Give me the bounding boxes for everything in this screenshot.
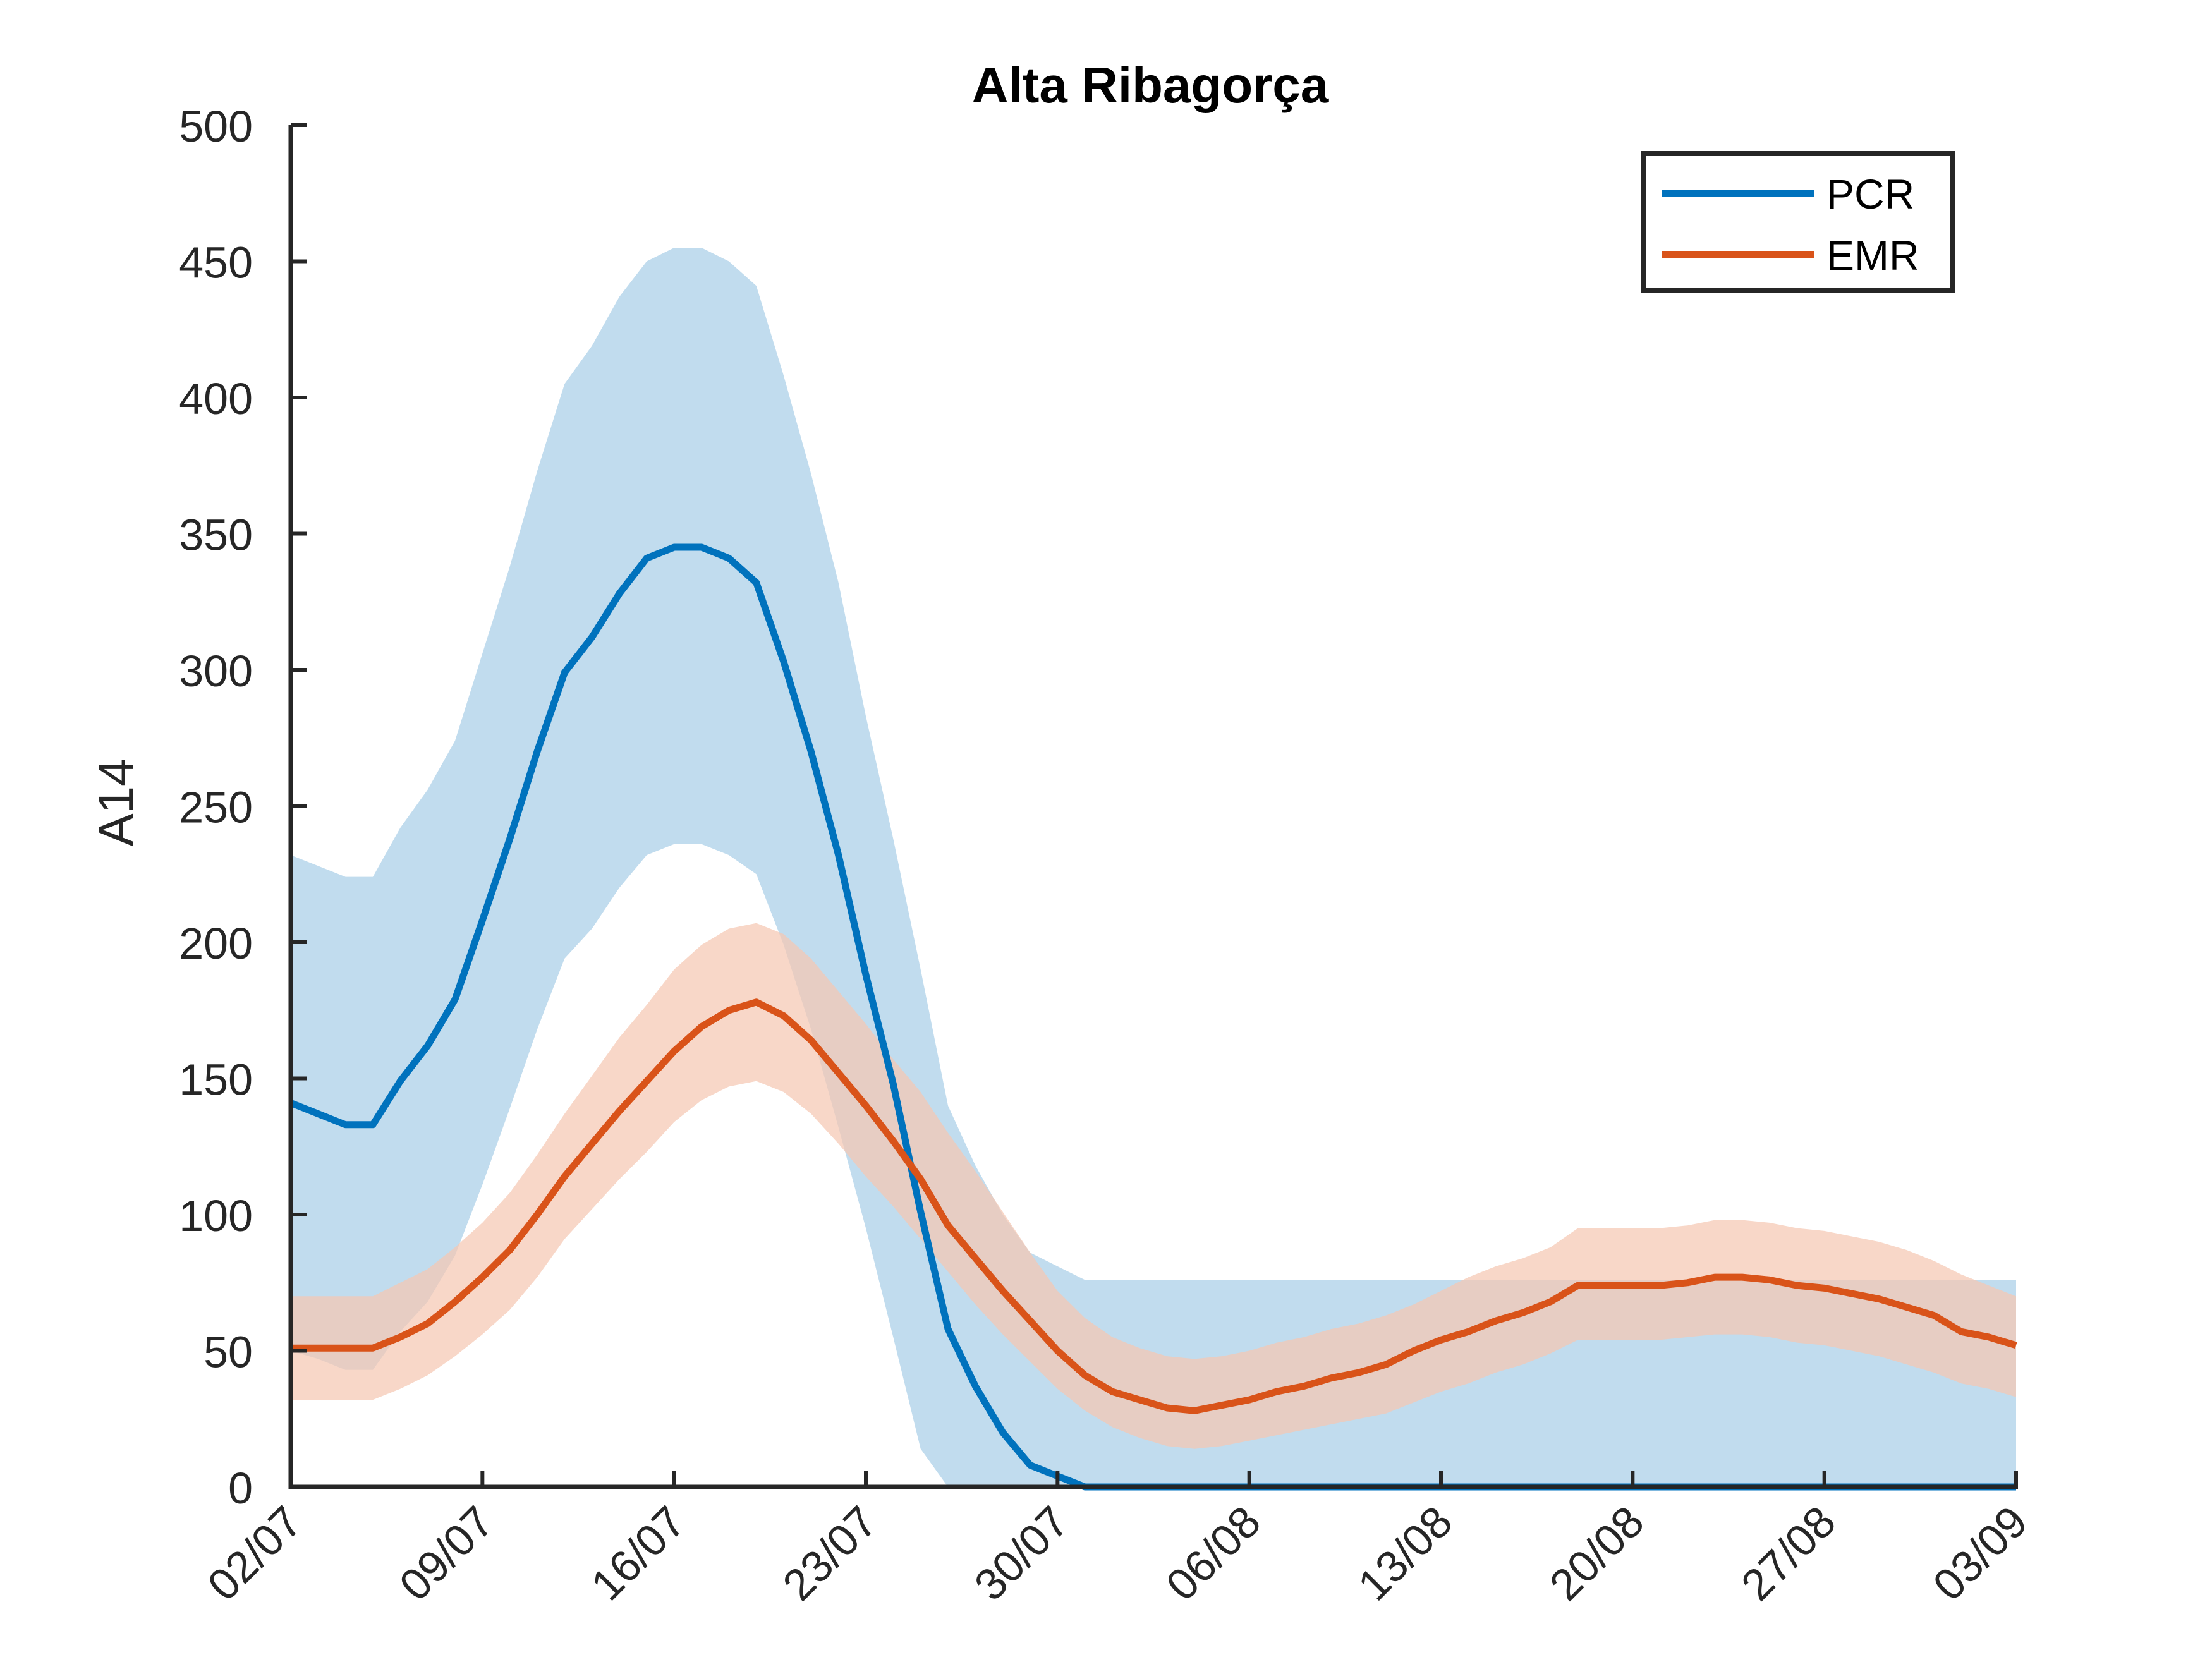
legend-label-emr: EMR [1826,232,1919,279]
y-tick-label: 450 [179,238,253,288]
y-tick-label: 50 [204,1328,253,1377]
chart-title: Alta Ribagorça [972,57,1329,113]
y-axis-label: A14 [88,759,143,847]
y-tick-label: 0 [228,1464,253,1513]
y-tick-label: 350 [179,511,253,560]
y-tick-label: 200 [179,919,253,968]
y-tick-label: 400 [179,374,253,423]
legend-label-pcr: PCR [1826,171,1914,217]
y-tick-label: 300 [179,646,253,696]
y-tick-label: 100 [179,1191,253,1240]
y-tick-label: 250 [179,783,253,832]
legend: PCR EMR [1641,151,1955,293]
y-tick-label: 150 [179,1055,253,1105]
legend-box [1641,151,1955,293]
line-emr [291,998,2017,1414]
band-emr [291,923,2016,1449]
y-tick-label: 500 [179,102,253,151]
axes [288,123,2018,1489]
